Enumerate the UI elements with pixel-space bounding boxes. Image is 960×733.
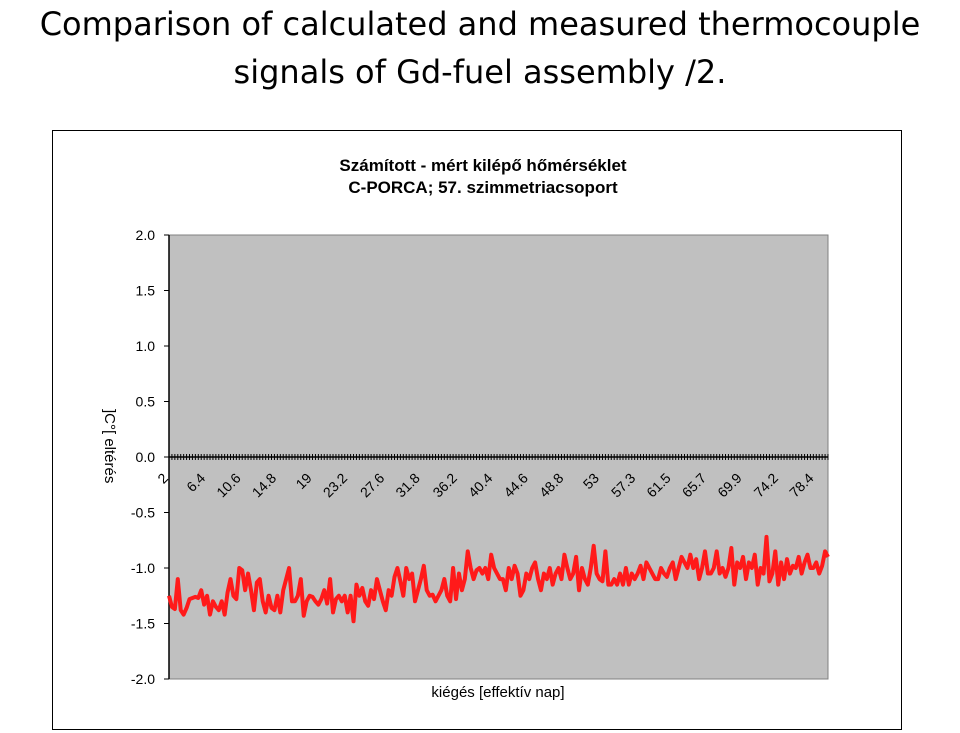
slide-title-line-2: signals of Gd-fuel assembly /2. <box>233 53 727 91</box>
y-tick-label: 1.5 <box>136 283 156 299</box>
slide-title: Comparison of calculated and measured th… <box>0 0 960 96</box>
slide-title-line-1: Comparison of calculated and measured th… <box>39 5 921 43</box>
chart-svg: Számított - mért kilépő hőmérséklet C-PO… <box>101 156 830 701</box>
y-tick-label: 0.5 <box>136 394 156 410</box>
y-tick-label: -1.0 <box>131 560 155 576</box>
y-tick-label: 2.0 <box>136 227 156 243</box>
y-tick-label: 1.0 <box>136 338 156 354</box>
series-line <box>167 534 830 624</box>
x-axis-label: kiégés [effektív nap] <box>431 684 564 701</box>
y-axis: 2.0 1.5 1.0 0.5 0.0 -0.5 -1.0 -1.5 -2.0 <box>131 227 170 687</box>
chart-title: Számított - mért kilépő hőmérséklet <box>339 156 627 175</box>
y-tick-label: -2.0 <box>131 671 155 687</box>
y-tick-label: 0.0 <box>136 449 156 465</box>
chart-subtitle: C-PORCA; 57. szimmetriacsoport <box>348 178 618 197</box>
y-tick-label: -1.5 <box>131 616 155 632</box>
y-axis-label: ]C°[ eltérés <box>101 409 118 483</box>
chart-frame: Számított - mért kilépő hőmérséklet C-PO… <box>52 130 902 730</box>
y-tick-label: -0.5 <box>131 505 155 521</box>
